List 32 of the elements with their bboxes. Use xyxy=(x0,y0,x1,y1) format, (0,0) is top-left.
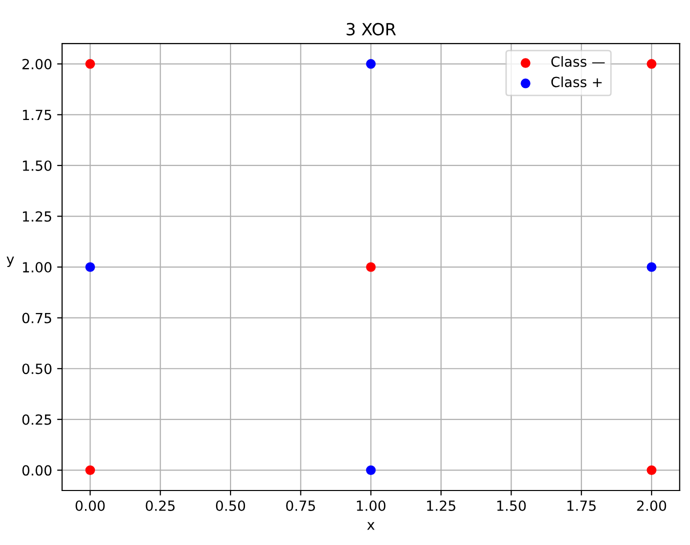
point xyxy=(646,262,656,272)
y-tick-label: 0.25 xyxy=(22,414,52,425)
y-tick-label: 1.00 xyxy=(22,262,52,273)
y-tick-label: 0.50 xyxy=(22,364,52,374)
point xyxy=(366,465,376,476)
y-tick-label: 0.00 xyxy=(22,465,52,476)
point xyxy=(366,59,376,69)
point xyxy=(85,465,96,476)
x-tick-label: 1.00 xyxy=(356,500,386,511)
point xyxy=(646,59,656,69)
x-tick-label: 1.75 xyxy=(567,500,596,511)
legend-label: Class — xyxy=(551,56,605,67)
point xyxy=(85,59,96,69)
x-tick-label: 1.25 xyxy=(427,500,456,511)
x-tick-label: 0.50 xyxy=(216,500,246,511)
point xyxy=(646,465,656,476)
y-tick-label: 2.00 xyxy=(22,58,52,70)
legend-label: Class + xyxy=(551,76,602,88)
y-axis-title: y xyxy=(6,256,14,268)
x-tick-label: 0.75 xyxy=(286,500,315,511)
chart-title: 3 XOR xyxy=(346,22,396,36)
y-tick-label: 1.50 xyxy=(22,160,52,171)
x-tick-label: 0.25 xyxy=(146,500,175,511)
y-tick-label: 1.75 xyxy=(22,110,52,120)
y-tick-label: 1.25 xyxy=(22,211,52,222)
x-tick-label: 1.50 xyxy=(497,500,526,511)
x-tick-label: 0.00 xyxy=(76,500,105,511)
y-tick-label: 0.75 xyxy=(22,312,52,324)
x-axis-title: x xyxy=(367,522,375,530)
point xyxy=(85,262,96,272)
x-tick-label: 2.00 xyxy=(637,500,666,511)
point xyxy=(366,262,376,272)
